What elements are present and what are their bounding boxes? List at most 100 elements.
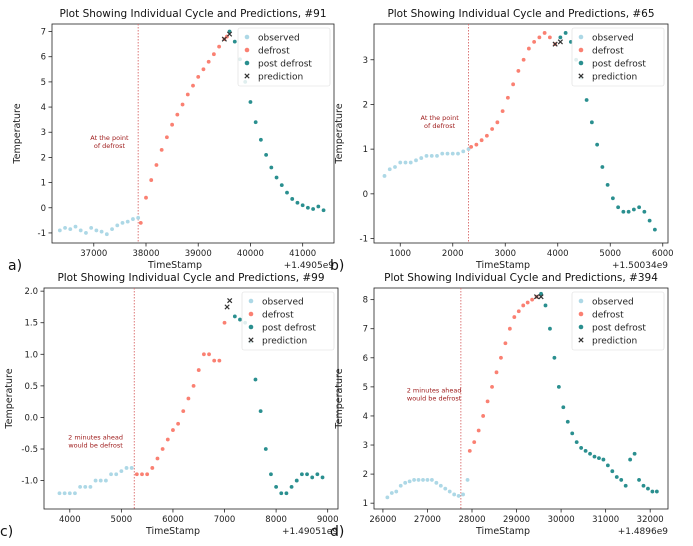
panel-d-point-post-defrost	[556, 384, 561, 389]
panel-d-xtick-label: 27000	[414, 515, 441, 525]
panel-c-point-defrost	[217, 358, 222, 363]
panel-d-point-post-defrost	[597, 456, 601, 461]
panel-b-ytick-label: -1	[360, 235, 368, 245]
panel-b-point-post-defrost	[637, 205, 642, 210]
panel-c-point-observed	[103, 478, 108, 483]
panel-a-point-post-defrost	[248, 100, 253, 104]
panel-a-point-observed	[120, 220, 125, 225]
panel-c-point-observed	[109, 472, 113, 477]
panel-a-ytick-label: 3	[41, 128, 46, 138]
panel-a-point-post-defrost	[279, 183, 284, 188]
panel-d-xtick-label: 29000	[503, 515, 530, 525]
panel-b-point-observed	[466, 147, 471, 152]
panel-c-ytick-label: -0.5	[21, 445, 38, 455]
panel-c-point-post-defrost	[299, 472, 304, 477]
panel-a-legend-label: observed	[258, 34, 300, 44]
panel-d-point-post-defrost	[637, 478, 641, 482]
panel-b-point-post-defrost	[652, 227, 657, 232]
panel-c-legend-label: defrost	[262, 311, 294, 321]
panel-a-title: Plot Showing Individual Cycle and Predic…	[59, 8, 326, 20]
panel-d-point-prediction	[538, 294, 544, 300]
panel-b-point-post-defrost	[610, 196, 615, 201]
panel-c-xtick-label: 7000	[214, 515, 236, 525]
panel-c-ytick-label: 0.5	[24, 382, 38, 392]
panel-a-point-post-defrost	[295, 200, 300, 205]
panel-a-point-post-defrost	[285, 190, 289, 195]
panel-d-point-observed	[461, 492, 465, 497]
panel-c-point-defrost	[160, 447, 165, 451]
panel-d-xtick-label: 32000	[637, 515, 664, 525]
panel-a-point-post-defrost	[264, 152, 269, 157]
panel-a-point-observed	[84, 231, 88, 235]
panel-c-xtick-label: 6000	[162, 515, 184, 525]
panel-a-point-defrost	[191, 83, 195, 88]
panel-d-point-post-defrost	[543, 303, 548, 308]
panel-c-point-defrost	[191, 383, 196, 388]
panel-a-point-defrost	[149, 178, 154, 182]
panel-d-point-defrost	[467, 448, 472, 453]
panel-b-xtick-label: 5000	[599, 249, 621, 259]
panel-d-legend-swatch-defrost	[578, 311, 584, 317]
panel-d-legend-label: defrost	[592, 311, 624, 321]
panel-d-point-post-defrost	[623, 483, 628, 488]
panel-c-point-observed	[73, 491, 77, 496]
panel-b-ytick-label: 1	[363, 145, 368, 155]
panel-d-ytick-label: 6	[363, 354, 368, 364]
panel-a-xtick-label: 37000	[80, 249, 107, 259]
panel-b-point-observed	[408, 160, 413, 165]
panel-b-point-defrost	[495, 120, 500, 125]
panel-c-point-defrost	[165, 437, 170, 442]
panel-b-legend-swatch-prediction	[578, 73, 584, 79]
panel-c-legend-swatch-post-defrost	[248, 324, 254, 330]
panel-c-xtick-label: 9000	[317, 515, 339, 525]
panel-a-point-defrost	[180, 102, 185, 107]
panel-c-point-post-defrost	[284, 491, 289, 496]
panel-c-legend-label: prediction	[262, 337, 307, 347]
panel-d: Plot Showing Individual Cycle and Predic…	[330, 272, 669, 540]
panel-b-point-defrost	[500, 109, 505, 114]
panel-d-point-post-defrost	[570, 431, 575, 436]
panel-b-point-defrost	[521, 57, 526, 62]
panel-a-point-observed	[104, 232, 109, 237]
panel-b-point-post-defrost	[563, 31, 568, 35]
panel-b-point-defrost	[516, 69, 521, 73]
panel-d-point-post-defrost	[628, 457, 633, 462]
panel-d-point-observed	[438, 483, 443, 488]
panel-c-point-observed	[129, 466, 134, 470]
panel-c-legend-swatch-prediction	[248, 337, 254, 343]
panel-c-point-observed	[78, 485, 83, 489]
panel-a-ytick-label: 1	[41, 179, 46, 189]
panel-d-point-defrost	[472, 440, 477, 445]
panel-c-xtick-label: 5000	[111, 515, 133, 525]
panel-a-point-defrost	[164, 135, 169, 140]
panel-b-point-post-defrost	[626, 209, 631, 214]
panel-c-point-post-defrost	[310, 475, 315, 480]
panel-d-point-observed	[447, 489, 452, 494]
panel-d-point-observed	[389, 491, 394, 495]
panel-d-point-defrost	[499, 355, 503, 360]
panel-b-point-observed	[456, 151, 460, 156]
panel-a-point-post-defrost	[305, 205, 310, 210]
panel-b-point-defrost	[490, 127, 495, 131]
panel-b-point-observed	[445, 151, 450, 156]
panel-d-point-observed	[434, 480, 439, 485]
panel-b-legend	[571, 27, 665, 87]
panel-a-point-post-defrost	[311, 207, 316, 211]
panel-c-point-defrost	[155, 456, 160, 461]
panel-c-legend-swatch-observed	[248, 298, 254, 304]
panel-b-point-observed	[440, 151, 445, 156]
panel-a-point-defrost	[206, 59, 211, 64]
panel-d-point-defrost	[481, 414, 486, 418]
panel-a-point-observed	[125, 219, 130, 224]
panel-a-point-observed	[110, 227, 114, 232]
panel-b-point-post-defrost	[631, 207, 636, 212]
panel-b-point-defrost	[479, 138, 484, 143]
panel-b-point-post-defrost	[584, 98, 589, 102]
panel-d-point-observed	[465, 478, 470, 482]
panel-d-point-post-defrost	[592, 454, 597, 459]
panel-a: Plot Showing Individual Cycle and Predic…	[8, 8, 335, 274]
panel-c-point-prediction	[227, 298, 233, 304]
panel-d-point-post-defrost	[601, 457, 606, 462]
panel-a-ytick-label: -1	[38, 229, 46, 239]
panel-b-point-observed	[435, 153, 439, 158]
